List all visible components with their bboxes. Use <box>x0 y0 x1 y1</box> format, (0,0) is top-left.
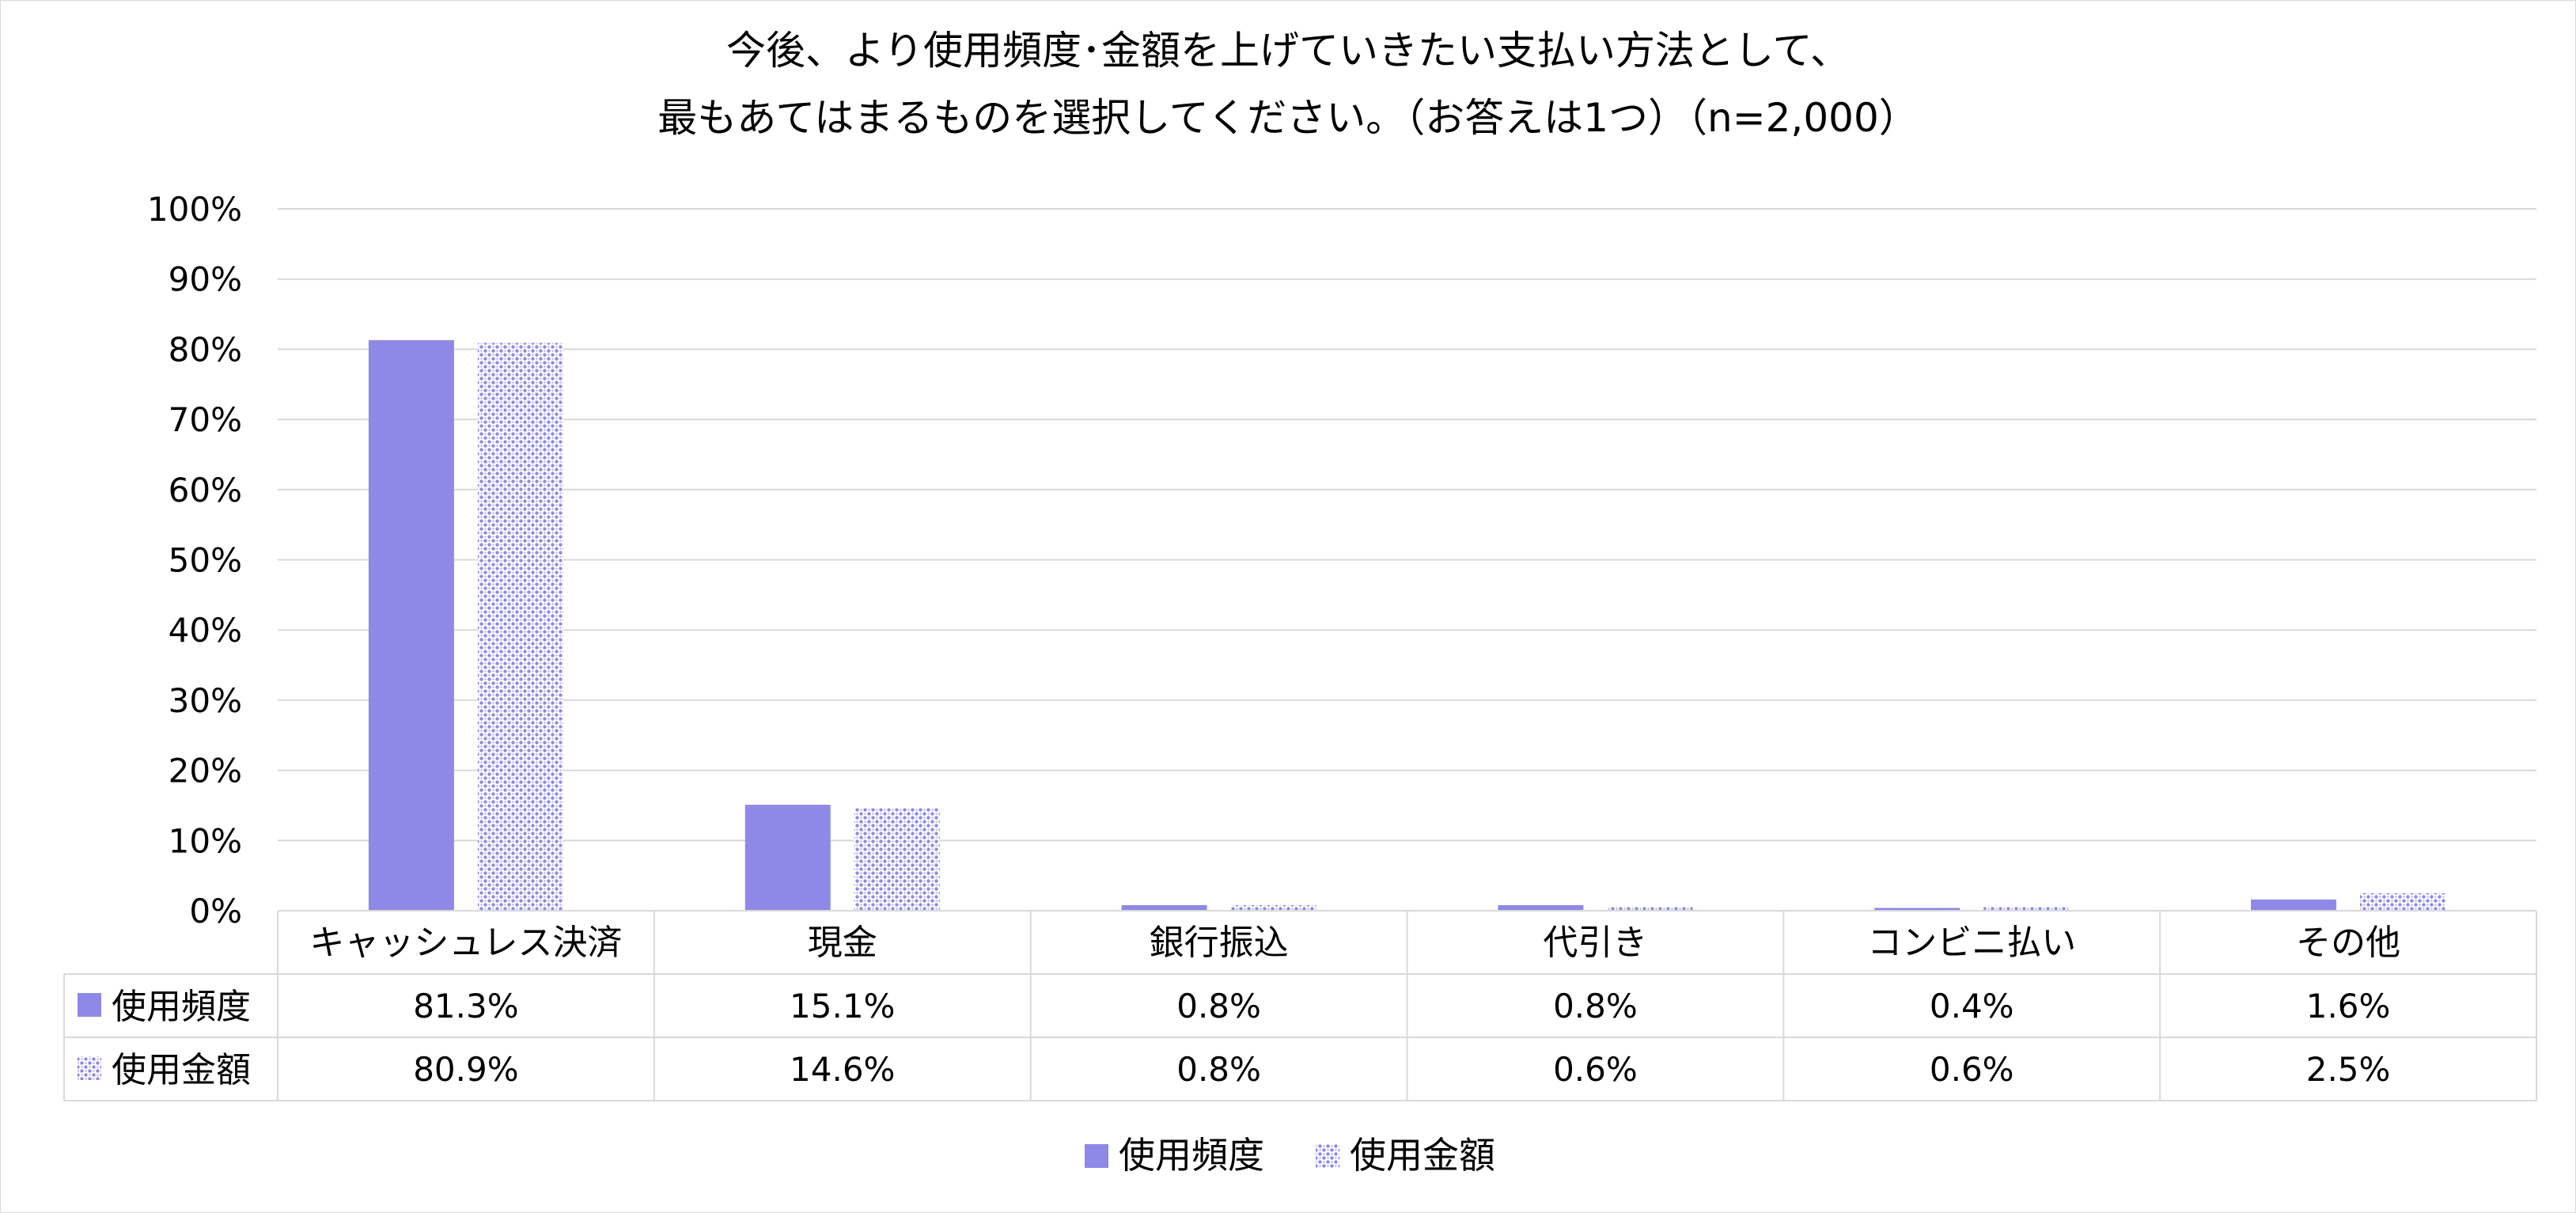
x-category-label: キャッシュレス決済 <box>309 923 622 963</box>
y-tick-label: 100% <box>147 190 242 229</box>
bar <box>1983 906 2070 911</box>
gridlines <box>278 208 2536 912</box>
table-value-cell: 0.8% <box>1553 987 1638 1025</box>
table-value-cell: 1.6% <box>2306 987 2391 1025</box>
bar <box>2251 899 2337 911</box>
chart-title-line: 今後、より使用頻度･金額を上げていきたい支払い方法として、 <box>726 28 1850 74</box>
y-tick-label: 80% <box>169 330 242 369</box>
table-series-name: 使用頻度 <box>112 987 251 1027</box>
y-tick-label: 30% <box>169 681 242 720</box>
y-tick-label: 10% <box>169 821 242 860</box>
legend-label: 使用金額 <box>1350 1134 1495 1177</box>
legend-key-icon <box>78 993 101 1017</box>
legend-key-icon <box>78 1056 101 1080</box>
table-value-cell: 80.9% <box>413 1050 518 1089</box>
bar <box>1121 904 1207 911</box>
chart-title: 今後、より使用頻度･金額を上げていきたい支払い方法として、最もあてはまるものを選… <box>657 28 1919 141</box>
x-category-label: その他 <box>2296 923 2400 963</box>
y-tick-label: 90% <box>169 260 242 299</box>
bar <box>854 808 940 911</box>
y-tick-label: 70% <box>169 400 242 439</box>
table-value-cell: 0.4% <box>1930 987 2014 1025</box>
bars <box>368 339 2446 911</box>
table-value-cell: 0.8% <box>1176 987 1261 1025</box>
y-tick-label: 0% <box>189 892 242 931</box>
table-value-cell: 0.6% <box>1930 1050 2014 1089</box>
x-category-label: 代引き <box>1543 923 1647 963</box>
table-value-cell: 0.6% <box>1553 1050 1638 1089</box>
legend: 使用頻度 使用金額 <box>1085 1134 1495 1177</box>
y-tick-label: 20% <box>169 752 242 790</box>
legend-swatch <box>1085 1144 1108 1168</box>
bar <box>2360 893 2446 911</box>
table-value-cell: 2.5% <box>2306 1050 2391 1089</box>
y-tick-label: 40% <box>169 611 242 650</box>
x-category-label: 現金 <box>808 923 877 963</box>
table-value-cell: 14.6% <box>790 1050 895 1089</box>
bar <box>1874 908 1960 911</box>
bar <box>1230 904 1316 911</box>
bar <box>368 339 454 911</box>
bar <box>477 343 563 911</box>
legend-swatch <box>1316 1144 1339 1168</box>
y-axis-ticks: 0% 10% 20% 30% 40% 50% 60% 70% 80% 90% 100% <box>147 190 242 931</box>
table-series-name: 使用金額 <box>112 1050 251 1090</box>
x-category-label: コンビニ払い <box>1867 923 2076 963</box>
y-tick-label: 60% <box>169 471 242 510</box>
table-value-cell: 0.8% <box>1176 1050 1261 1089</box>
table-value-cell: 81.3% <box>413 987 518 1025</box>
bar <box>1607 906 1693 911</box>
bar <box>744 805 831 911</box>
table-value-cell: 15.1% <box>790 987 895 1025</box>
x-category-label: 銀行振込 <box>1150 923 1289 963</box>
y-tick-label: 50% <box>169 541 242 580</box>
legend-label: 使用頻度 <box>1119 1134 1264 1177</box>
bar <box>1498 904 1584 911</box>
chart-title-line: 最もあてはまるものを選択してください。（お答えは1つ）（n=2,000） <box>657 95 1919 141</box>
